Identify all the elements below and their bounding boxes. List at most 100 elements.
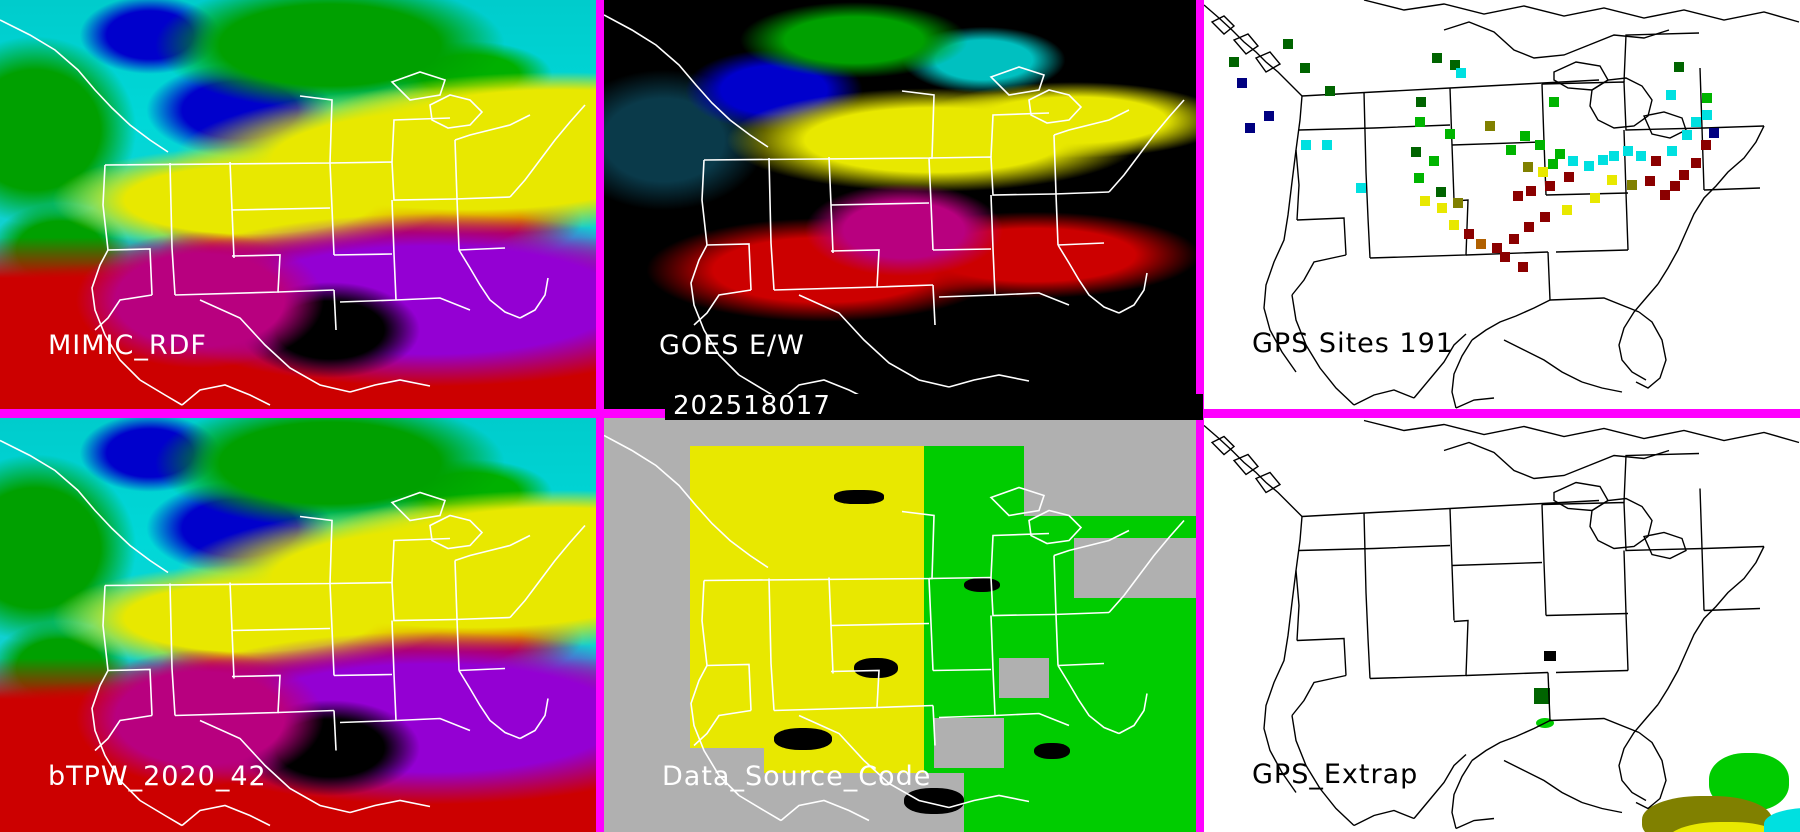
gps-site-marker [1666, 90, 1676, 100]
gps-site-marker [1450, 60, 1460, 70]
gps-site-marker [1682, 130, 1692, 140]
gps-site-marker [1245, 123, 1255, 133]
gps-site-marker [1485, 121, 1495, 131]
gps-site-marker [1549, 97, 1559, 107]
gps-site-marker [1535, 140, 1545, 150]
timestamp-text: 202518017 [673, 391, 831, 421]
gps-site-marker [1506, 145, 1516, 155]
gps-extrap-feature [1544, 651, 1556, 661]
gps-site-marker [1449, 220, 1459, 230]
gps-site-marker [1500, 252, 1510, 262]
no-data-patch [604, 418, 1196, 446]
panel-gps-extrap[interactable]: GPS_Extrap [1204, 418, 1800, 832]
no-data-patch [934, 718, 1004, 768]
gps-site-marker [1456, 68, 1466, 78]
gps-site-marker [1540, 212, 1550, 222]
gps-site-marker [1264, 111, 1274, 121]
gps-site-marker [1645, 176, 1655, 186]
cloud-patch [854, 658, 898, 678]
gps-site-marker [1356, 183, 1366, 193]
gps-site-marker [1524, 222, 1534, 232]
gps-site-marker [1538, 167, 1548, 177]
gps-site-marker [1513, 191, 1523, 201]
cloud-patch [904, 788, 964, 814]
gps-site-marker [1660, 190, 1670, 200]
gps-site-marker [1411, 147, 1421, 157]
gps-site-marker [1526, 186, 1536, 196]
panel-goes-ew[interactable]: GOES E/W [604, 0, 1196, 409]
gps-site-marker [1432, 53, 1442, 63]
gps-site-marker [1598, 155, 1608, 165]
gps-site-marker [1636, 151, 1646, 161]
gps-site-marker [1709, 128, 1719, 138]
gps-site-marker [1518, 262, 1528, 272]
panel-mimic-rdf[interactable]: MIMIC_RDF [0, 0, 596, 409]
gps-site-marker [1679, 170, 1689, 180]
gps-site-marker [1429, 156, 1439, 166]
panel-btpw[interactable]: bTPW_2020_42 [0, 418, 596, 832]
cloud-patch [1034, 743, 1070, 759]
gps-site-marker [1555, 149, 1565, 159]
gps-site-marker-layer [1204, 0, 1800, 409]
cloud-patch [834, 490, 884, 504]
gps-site-marker [1464, 229, 1474, 239]
gps-site-marker [1701, 140, 1711, 150]
gps-site-marker [1509, 234, 1519, 244]
gps-site-marker [1415, 117, 1425, 127]
gps-site-marker [1590, 193, 1600, 203]
gps-site-marker [1651, 156, 1661, 166]
gps-site-marker [1283, 39, 1293, 49]
gps-site-marker [1562, 205, 1572, 215]
gps-site-marker [1691, 117, 1701, 127]
gps-site-marker [1322, 140, 1332, 150]
dsc-map-overlay [604, 434, 1185, 822]
gps-extrap-feature [1666, 822, 1786, 832]
gps-site-marker [1325, 86, 1335, 96]
gps-site-marker [1670, 181, 1680, 191]
panel-gps-sites[interactable]: GPS Sites 191 [1204, 0, 1800, 409]
gps-site-marker [1623, 146, 1633, 156]
cloud-patch [774, 728, 832, 750]
gps-site-marker [1453, 198, 1463, 208]
gps-site-marker [1420, 196, 1430, 206]
gps-sites-basemap [1204, 0, 1800, 409]
gps-site-marker [1609, 151, 1619, 161]
gps-site-marker [1523, 162, 1533, 172]
gps-site-marker [1301, 140, 1311, 150]
gps-site-marker [1436, 187, 1446, 197]
no-data-patch [1024, 446, 1196, 516]
gps-site-marker [1476, 239, 1486, 249]
gps-site-marker [1674, 62, 1684, 72]
no-data-patch [999, 658, 1049, 698]
gps-site-marker [1520, 131, 1530, 141]
gps-site-marker [1437, 203, 1447, 213]
gps-site-marker [1229, 57, 1239, 67]
gps-site-marker [1492, 243, 1502, 253]
gps-site-marker [1584, 161, 1594, 171]
mimic-rdf-map-overlay [0, 19, 586, 406]
timestamp-bar: 202518017 [665, 391, 1203, 421]
gps-site-marker [1237, 78, 1247, 88]
btpw-map-overlay [0, 439, 586, 827]
gps-site-marker [1667, 146, 1677, 156]
gps-site-marker [1545, 181, 1555, 191]
gps-site-marker [1445, 129, 1455, 139]
no-data-patch [1074, 538, 1196, 598]
gps-site-marker [1300, 63, 1310, 73]
gps-site-marker [1702, 110, 1712, 120]
gps-site-marker [1691, 158, 1701, 168]
panel-data-source-code[interactable]: Data_Source_Code [604, 418, 1196, 832]
gps-site-marker [1607, 175, 1617, 185]
gps-extrap-basemap [1204, 419, 1800, 830]
gps-site-marker [1564, 172, 1574, 182]
gps-site-marker [1568, 156, 1578, 166]
goes-ew-map-overlay [604, 14, 1185, 401]
gps-site-marker [1627, 180, 1637, 190]
gps-site-marker [1548, 159, 1558, 169]
gps-site-marker [1416, 97, 1426, 107]
gps-site-marker [1702, 93, 1712, 103]
divider-vertical-left [596, 0, 604, 832]
gps-extrap-feature [1534, 688, 1550, 704]
gps-site-marker [1414, 173, 1424, 183]
